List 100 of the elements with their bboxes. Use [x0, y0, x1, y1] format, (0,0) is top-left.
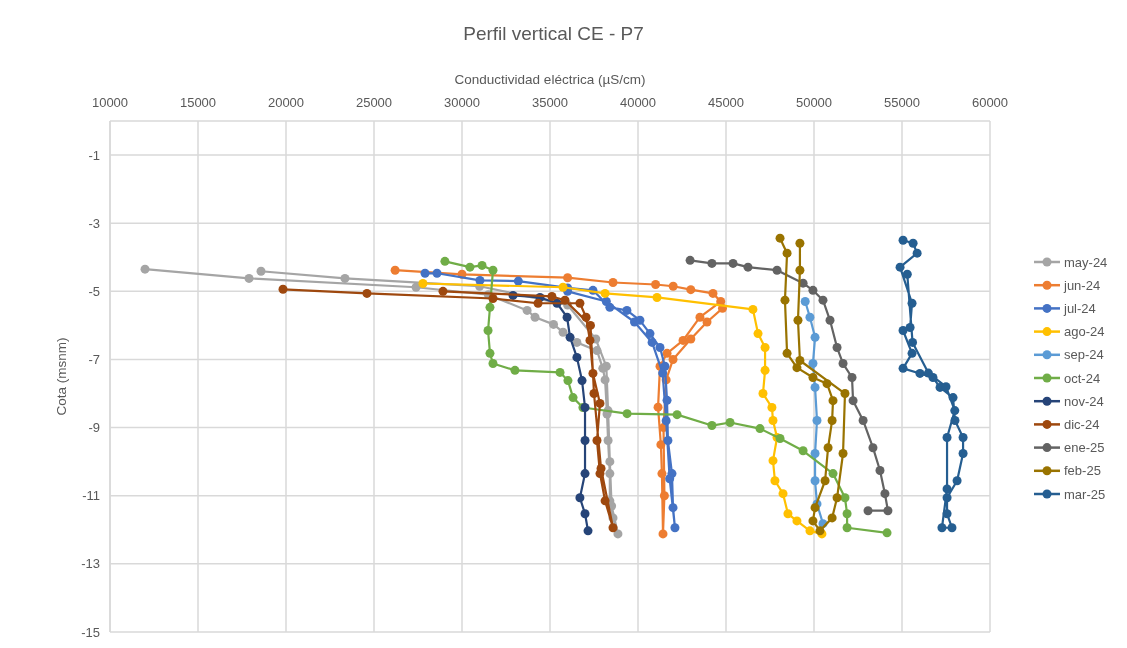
- point: [583, 526, 593, 536]
- point: [848, 396, 858, 406]
- point: [438, 286, 448, 296]
- point: [707, 258, 717, 268]
- legend-label: may-24: [1064, 254, 1108, 270]
- point: [958, 448, 968, 458]
- x-tick-label: 50000: [795, 95, 833, 110]
- point: [488, 265, 498, 275]
- point: [942, 432, 952, 442]
- point: [563, 273, 573, 283]
- point: [743, 262, 753, 272]
- legend-label: nov-24: [1064, 393, 1104, 409]
- y-tick-label: -15: [81, 624, 100, 640]
- y-axis-title: Cota (msnm): [54, 337, 69, 416]
- point: [847, 373, 857, 383]
- point: [772, 265, 782, 275]
- y-tick-label: -7: [88, 351, 100, 367]
- point: [605, 457, 615, 467]
- point: [592, 436, 602, 446]
- point: [488, 359, 498, 369]
- point: [907, 298, 917, 308]
- point: [778, 489, 788, 499]
- point: [908, 337, 918, 347]
- point: [668, 503, 678, 513]
- point: [810, 476, 820, 486]
- point: [702, 317, 712, 327]
- point: [810, 503, 820, 513]
- point: [795, 238, 805, 248]
- point: [647, 337, 657, 347]
- point: [651, 280, 661, 290]
- point: [958, 432, 968, 442]
- point: [748, 304, 758, 314]
- point: [588, 368, 598, 378]
- point: [770, 476, 780, 486]
- point: [725, 417, 735, 427]
- point: [562, 312, 572, 322]
- point: [800, 297, 810, 307]
- point: [668, 354, 678, 364]
- point: [522, 305, 532, 315]
- point: [661, 416, 671, 426]
- point: [907, 348, 917, 358]
- point: [768, 456, 778, 466]
- point: [758, 389, 768, 399]
- point: [755, 424, 765, 434]
- point: [575, 298, 585, 308]
- point: [483, 326, 493, 336]
- point: [565, 332, 575, 342]
- legend-label: feb-25: [1064, 463, 1101, 479]
- point: [760, 343, 770, 353]
- point: [820, 476, 830, 486]
- point: [580, 509, 590, 519]
- point: [898, 326, 908, 336]
- point: [672, 410, 682, 420]
- point: [805, 312, 815, 322]
- legend-label: jun-24: [1063, 277, 1101, 293]
- point: [440, 256, 450, 266]
- point: [678, 335, 688, 345]
- point: [923, 368, 933, 378]
- point: [952, 476, 962, 486]
- point: [760, 365, 770, 375]
- point: [686, 285, 696, 295]
- point: [645, 329, 655, 339]
- point: [780, 295, 790, 305]
- point: [256, 266, 266, 276]
- point: [838, 448, 848, 458]
- point: [656, 440, 666, 450]
- point: [580, 436, 590, 446]
- point: [827, 415, 837, 425]
- point: [812, 415, 822, 425]
- point: [942, 484, 952, 494]
- point: [659, 491, 669, 501]
- point: [898, 235, 908, 245]
- point: [808, 285, 818, 295]
- x-tick-label: 10000: [91, 95, 129, 110]
- point: [547, 291, 557, 301]
- point: [465, 262, 475, 272]
- point: [605, 469, 615, 479]
- point: [805, 526, 815, 536]
- point: [808, 373, 818, 383]
- point: [828, 396, 838, 406]
- point: [555, 367, 565, 377]
- point: [622, 409, 632, 419]
- point: [657, 469, 667, 479]
- y-tick-label: -11: [82, 488, 100, 504]
- legend-label: mar-25: [1064, 486, 1106, 502]
- point: [670, 523, 680, 533]
- point: [652, 292, 662, 302]
- point: [665, 474, 675, 484]
- x-tick-label: 35000: [531, 95, 569, 110]
- point: [868, 443, 878, 453]
- point: [912, 248, 922, 258]
- y-tick-label: -13: [81, 556, 100, 572]
- point: [362, 288, 372, 298]
- point: [948, 393, 958, 403]
- point: [828, 469, 838, 479]
- point: [880, 489, 890, 499]
- point: [768, 415, 778, 425]
- point: [390, 265, 400, 275]
- point: [895, 262, 905, 272]
- point: [608, 277, 618, 287]
